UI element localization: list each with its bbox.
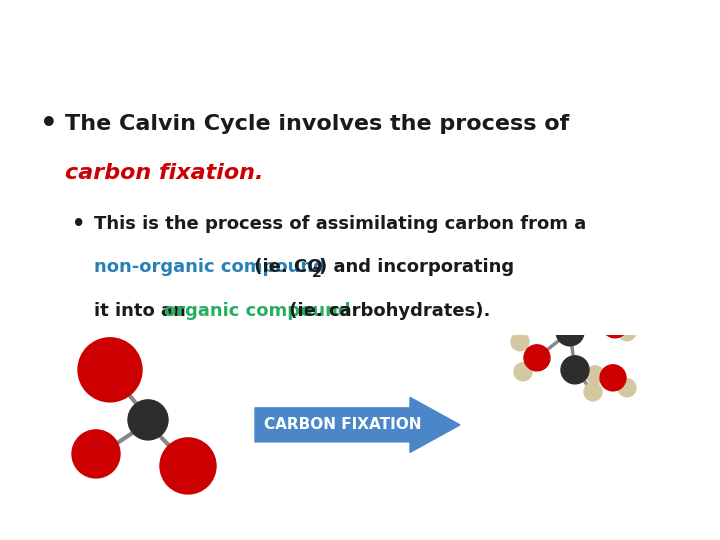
Text: 2: 2 bbox=[312, 266, 322, 280]
Circle shape bbox=[561, 356, 589, 384]
Circle shape bbox=[78, 338, 142, 402]
Text: (ie. carbohydrates).: (ie. carbohydrates). bbox=[283, 301, 490, 320]
Circle shape bbox=[553, 281, 581, 309]
Circle shape bbox=[514, 363, 532, 381]
Circle shape bbox=[548, 193, 566, 211]
Circle shape bbox=[587, 199, 613, 225]
Circle shape bbox=[511, 333, 529, 351]
Text: organic compound: organic compound bbox=[164, 301, 351, 320]
Circle shape bbox=[160, 438, 216, 494]
Text: ) and incorporating: ) and incorporating bbox=[319, 258, 514, 276]
Circle shape bbox=[522, 275, 548, 301]
Circle shape bbox=[618, 379, 636, 397]
Circle shape bbox=[602, 312, 628, 338]
Circle shape bbox=[621, 239, 639, 256]
Text: non-organic compound: non-organic compound bbox=[94, 258, 325, 276]
Circle shape bbox=[561, 244, 589, 272]
Circle shape bbox=[600, 365, 626, 391]
Text: carbon fixation.: carbon fixation. bbox=[65, 163, 264, 183]
Circle shape bbox=[556, 318, 584, 346]
Text: it into an: it into an bbox=[94, 301, 192, 320]
Circle shape bbox=[514, 266, 532, 284]
Circle shape bbox=[128, 400, 168, 440]
Circle shape bbox=[551, 208, 579, 235]
Text: CARBON FIXATION: CARBON FIXATION bbox=[264, 417, 421, 433]
Text: This is the process of assimilating carbon from a: This is the process of assimilating carb… bbox=[94, 215, 592, 233]
Text: •: • bbox=[40, 110, 58, 138]
Circle shape bbox=[547, 208, 573, 235]
Text: The Calvin Cycle involves the process of: The Calvin Cycle involves the process of bbox=[65, 114, 577, 134]
Circle shape bbox=[618, 323, 636, 341]
FancyArrow shape bbox=[255, 397, 460, 453]
Circle shape bbox=[586, 366, 604, 384]
Circle shape bbox=[604, 188, 622, 207]
Text: (ie. CO: (ie. CO bbox=[248, 258, 323, 276]
Circle shape bbox=[571, 281, 599, 309]
Circle shape bbox=[604, 245, 630, 271]
Text: •: • bbox=[72, 214, 86, 234]
Circle shape bbox=[584, 383, 602, 401]
Circle shape bbox=[524, 345, 550, 371]
Circle shape bbox=[72, 430, 120, 478]
